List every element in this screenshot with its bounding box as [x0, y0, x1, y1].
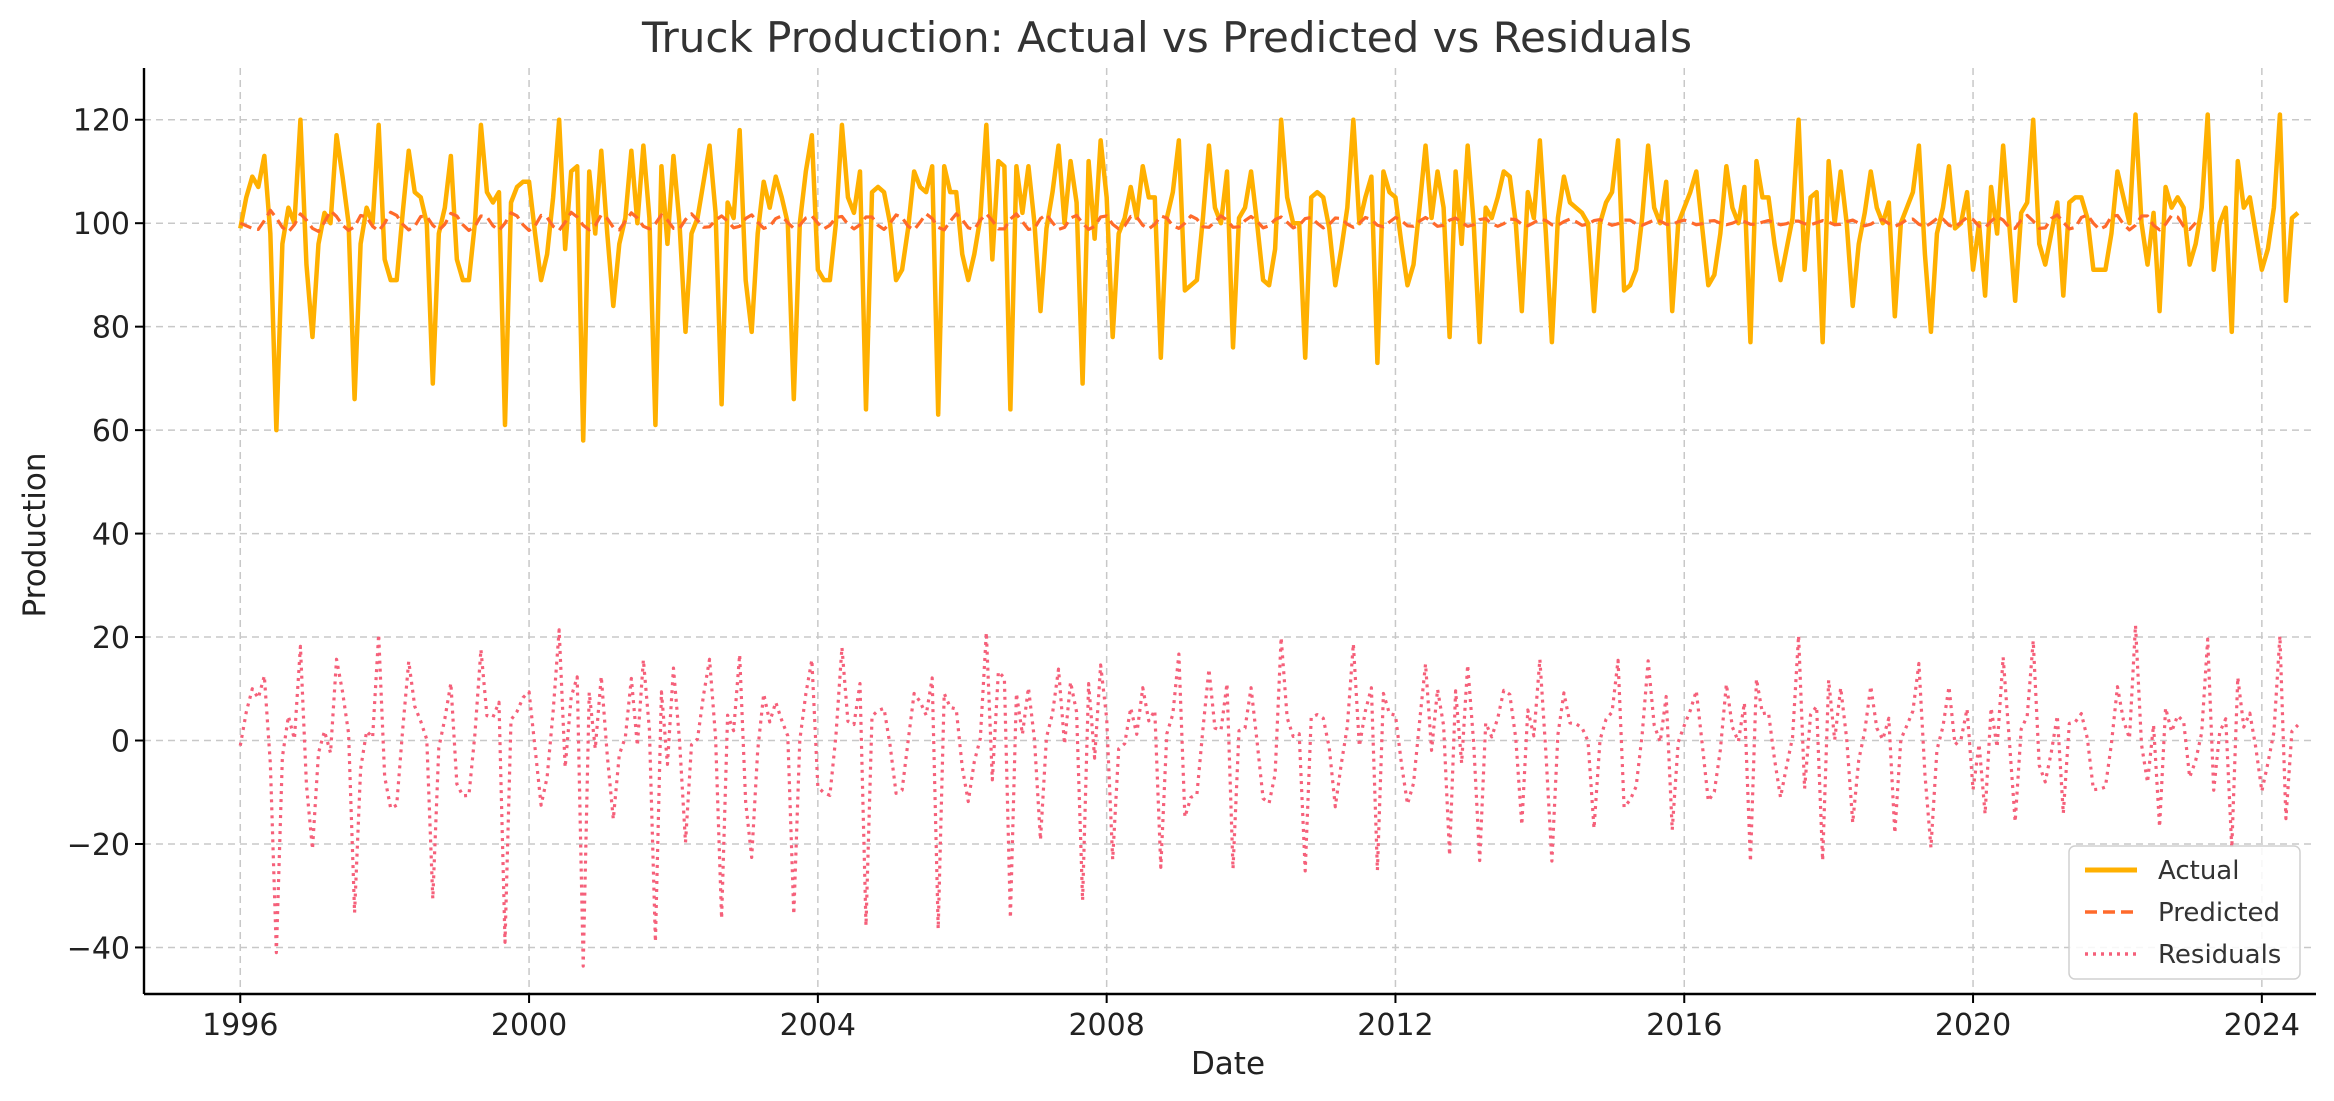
y-tick-label: 80 — [92, 311, 130, 346]
legend-box — [2068, 845, 2301, 980]
x-tick-label: 2016 — [1646, 1008, 1722, 1043]
legend-label-predicted: Predicted — [2158, 898, 2280, 928]
x-tick-label: 2004 — [780, 1008, 856, 1043]
x-tick-label: 2008 — [1068, 1008, 1144, 1043]
x-axis-label: Date — [1191, 1046, 1265, 1082]
series-line-predicted — [239, 208, 2197, 234]
y-tick-label: 40 — [92, 518, 130, 553]
y-tick-label: −20 — [67, 828, 130, 863]
x-tick-label: 2024 — [2224, 1008, 2300, 1043]
x-tick-label: 2012 — [1357, 1008, 1433, 1043]
y-tick-label: 120 — [73, 104, 130, 139]
x-axis-ticks: 1996 2000 2004 2008 2012 2016 2020 2024 — [202, 994, 2300, 1043]
series-line-residuals — [238, 623, 2300, 968]
x-tick-label: 1996 — [202, 1008, 278, 1043]
y-tick-label: 0 — [111, 725, 130, 760]
legend-label-residuals: Residuals — [2158, 940, 2281, 970]
series-line-actual — [238, 112, 2300, 443]
legend: Actual Predicted Residuals — [2068, 845, 2301, 980]
y-axis-ticks: −40 −20 0 20 40 60 80 100 120 — [67, 104, 144, 966]
x-tick-label: 2000 — [491, 1008, 567, 1043]
y-tick-label: −40 — [67, 931, 130, 966]
series-lines — [238, 112, 2300, 968]
y-tick-label: 100 — [73, 207, 130, 242]
y-tick-label: 60 — [92, 414, 130, 449]
y-tick-label: 20 — [92, 621, 130, 656]
legend-label-actual: Actual — [2158, 856, 2239, 886]
y-axis-label: Production — [17, 453, 53, 618]
x-tick-label: 2020 — [1935, 1008, 2011, 1043]
chart-title: Truck Production: Actual vs Predicted vs… — [641, 13, 1692, 62]
